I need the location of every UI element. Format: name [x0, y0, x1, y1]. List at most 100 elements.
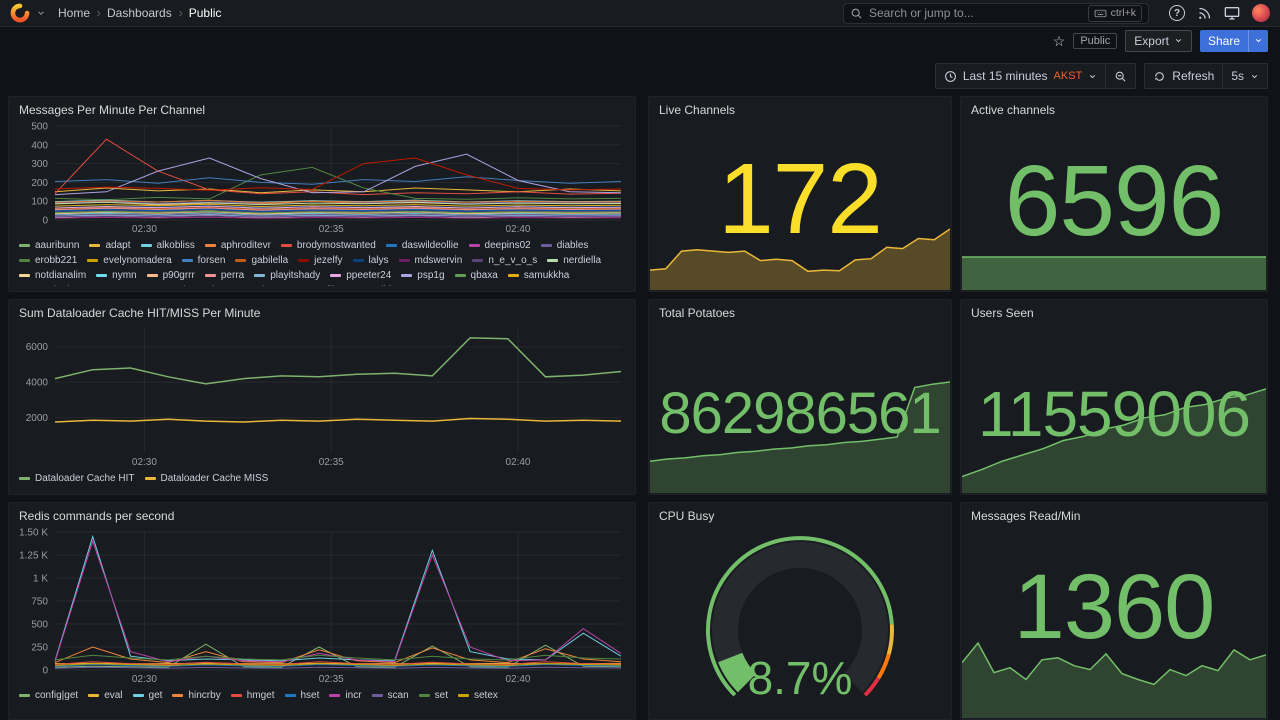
legend-item[interactable]: psp1g [401, 269, 445, 282]
refresh-interval-dropdown[interactable]: 5s [1222, 64, 1267, 88]
legend-item[interactable]: set [418, 689, 448, 702]
legend-label: setex [474, 690, 498, 701]
monitor-icon[interactable] [1224, 5, 1240, 21]
legend-item[interactable]: perra [204, 269, 245, 282]
legend-swatch [254, 274, 266, 277]
redis-chart[interactable]: 0 250 500 750 1 K 1.25 K 1.50 K 02:30 02:35 02:40 [15, 526, 629, 686]
legend-item[interactable]: trainwreckstv [156, 284, 230, 286]
legend-item[interactable]: aauribunn [19, 239, 79, 252]
legend-item[interactable]: scan [371, 689, 409, 702]
legend-item[interactable]: alkobliss [140, 239, 195, 252]
legend-label: deepins02 [484, 240, 531, 251]
share-button[interactable]: Share [1199, 29, 1248, 52]
legend-swatch [507, 274, 519, 277]
legend-item[interactable]: eval [88, 689, 123, 702]
legend-swatch [454, 274, 466, 277]
breadcrumb-public[interactable]: Public [188, 6, 222, 20]
legend-swatch [385, 244, 397, 247]
legend-item[interactable]: Dataloader Cache HIT [19, 472, 135, 485]
legend-item[interactable]: get [132, 689, 162, 702]
legend-item[interactable]: gabilella [235, 254, 288, 267]
panel-title[interactable]: Redis commands per second [19, 509, 175, 523]
legend-label: scan [387, 690, 409, 701]
panel-title[interactable]: Live Channels [659, 103, 736, 117]
legend-item[interactable]: aphroditevr [204, 239, 271, 252]
legend-item[interactable]: setex [458, 689, 498, 702]
legend-item[interactable]: qbaxa [454, 269, 498, 282]
legend-item[interactable]: santipulgaz [19, 284, 86, 286]
legend-label: perra [220, 270, 245, 281]
time-picker[interactable]: Last 15 minutes AKST [936, 64, 1105, 88]
legend-label: gabilella [251, 255, 289, 266]
legend-item[interactable]: config|get [19, 689, 78, 702]
legend-item[interactable]: brodymostwanted [280, 239, 376, 252]
legend-item[interactable]: n_e_v_o_s [472, 254, 537, 267]
refresh-button[interactable]: Refresh [1145, 64, 1222, 88]
legend-item[interactable]: deepins02 [468, 239, 531, 252]
legend-label: nymn [112, 270, 137, 281]
legend-swatch [181, 259, 193, 262]
legend-swatch [89, 244, 101, 247]
panel-title[interactable]: Active channels [971, 103, 1056, 117]
legend-item[interactable]: incr [329, 689, 362, 702]
legend-item[interactable]: samukkha [507, 269, 569, 282]
legend-label: set [434, 690, 448, 701]
legend-item[interactable]: daswildeollie [385, 239, 459, 252]
svg-text:02:30: 02:30 [132, 674, 157, 685]
legend-item[interactable]: evelynomadera [87, 254, 172, 267]
star-button[interactable]: ☆ [1053, 34, 1066, 48]
legend-item[interactable]: vellluxe [301, 284, 350, 286]
legend-item[interactable]: mdswervin [398, 254, 462, 267]
breadcrumb-home[interactable]: Home [58, 6, 91, 20]
messages-chart[interactable]: 0 100 200 300 400 500 02:30 02:35 02:40 [15, 120, 629, 236]
legend-item[interactable]: lalys [352, 254, 389, 267]
legend-item[interactable]: playitshady [254, 269, 320, 282]
panel-title[interactable]: CPU Busy [659, 509, 715, 523]
legend-item[interactable]: nerdiella [547, 254, 601, 267]
search-input[interactable] [869, 6, 1082, 20]
legend-label: notdianalim [35, 270, 87, 281]
legend-item[interactable]: diables [540, 239, 588, 252]
legend-swatch [146, 274, 158, 277]
help-icon[interactable]: ? [1169, 5, 1185, 21]
chevron-down-icon [1175, 39, 1182, 43]
interval-label: 5s [1231, 69, 1244, 83]
legend-item[interactable]: adapt [89, 239, 131, 252]
share-caret-button[interactable] [1248, 29, 1268, 52]
export-button[interactable]: Export [1125, 29, 1192, 52]
chevron-down-icon[interactable] [36, 8, 46, 18]
grafana-logo[interactable] [10, 3, 30, 23]
public-tag[interactable]: Public [1073, 32, 1118, 49]
legend-item[interactable]: nymn [96, 269, 137, 282]
dataloader-chart[interactable]: 2000 4000 6000 02:30 02:35 02:40 [15, 323, 629, 469]
breadcrumb-dashboards[interactable]: Dashboards [107, 6, 172, 20]
legend-item[interactable]: trizz_07 [240, 284, 291, 286]
legend-item[interactable]: hset [284, 689, 319, 702]
legend-item[interactable]: Dataloader Cache MISS [144, 472, 268, 485]
legend-item[interactable]: forsen [181, 254, 225, 267]
svg-text:1 K: 1 K [33, 574, 48, 585]
legend-item[interactable]: p90grrr [146, 269, 195, 282]
legend-item[interactable]: notdianalim [19, 269, 86, 282]
panel-title[interactable]: Messages Per Minute Per Channel [19, 103, 206, 117]
legend-item[interactable]: hincrby [172, 689, 221, 702]
user-avatar[interactable] [1252, 4, 1270, 22]
panel-title[interactable]: Total Potatoes [659, 306, 736, 320]
panel-title[interactable]: Sum Dataloader Cache HIT/MISS Per Minute [19, 306, 261, 320]
zoom-out-button[interactable] [1105, 64, 1135, 88]
legend-item[interactable]: hmget [230, 689, 275, 702]
legend-swatch [371, 694, 383, 697]
panel-title[interactable]: Users Seen [971, 306, 1034, 320]
panel-title[interactable]: Messages Read/Min [971, 509, 1081, 523]
legend-item[interactable]: ppeeter24 [330, 269, 391, 282]
legend-item[interactable]: vildtumser [360, 284, 422, 286]
svg-text:02:40: 02:40 [505, 457, 530, 468]
search-box[interactable]: ctrl+k [843, 2, 1149, 24]
legend-item[interactable]: stanyyy [96, 284, 146, 286]
legend-item[interactable]: erobb221 [19, 254, 77, 267]
svg-text:4000: 4000 [26, 378, 49, 389]
rss-icon[interactable] [1197, 6, 1212, 21]
legend-item[interactable]: jezelfy [298, 254, 343, 267]
messages-read-sparkline [962, 642, 1266, 718]
legend-label: qbaxa [470, 270, 498, 281]
